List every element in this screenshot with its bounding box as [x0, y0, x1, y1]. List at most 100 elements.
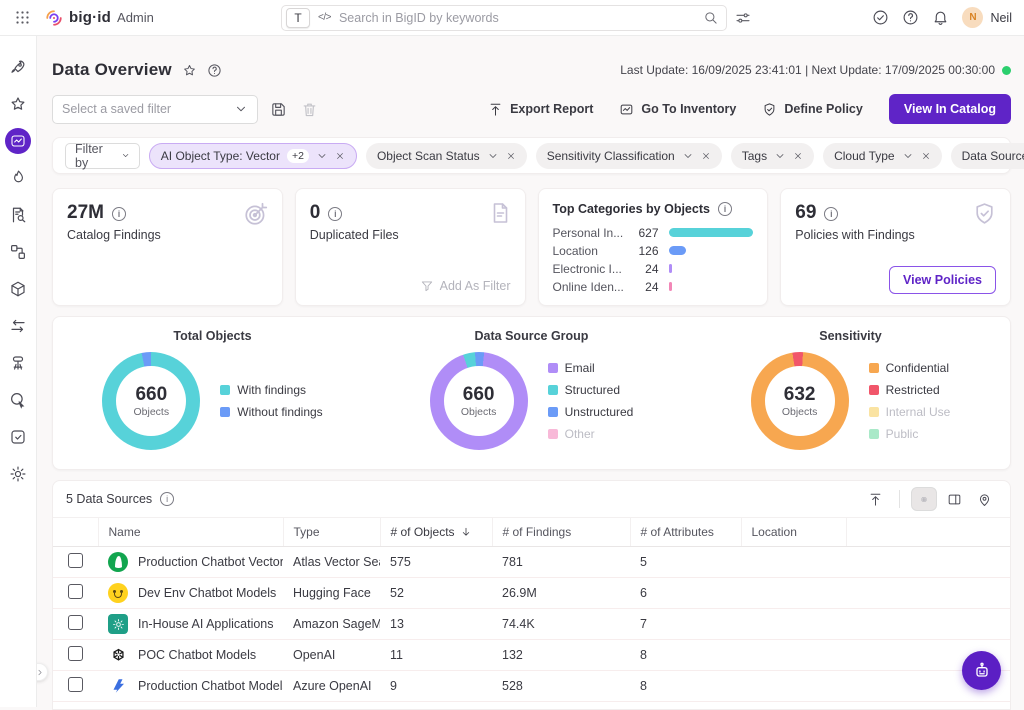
column-header-type[interactable]: Type [283, 518, 380, 547]
sidebar-item-data-overview[interactable] [3, 122, 33, 159]
notifications-bell-icon[interactable] [932, 9, 949, 26]
define-policy-button[interactable]: Define Policy [762, 102, 863, 117]
sidebar-item-getting-started[interactable] [3, 48, 33, 85]
user-name: Neil [990, 11, 1012, 25]
row-checkbox[interactable] [68, 553, 83, 568]
info-icon[interactable]: i [112, 207, 126, 221]
legend-item[interactable]: Confidential [869, 361, 951, 375]
legend-item[interactable]: Internal Use [869, 405, 951, 419]
left-sidebar [0, 36, 37, 707]
column-header-findings[interactable]: # of Findings [492, 518, 630, 547]
legend-item[interactable]: With findings [220, 383, 322, 397]
top-categories-card: Top Categories by Objects i Personal In.… [538, 188, 769, 306]
remove-chip-icon[interactable] [701, 151, 711, 161]
sidebar-item-classification[interactable] [3, 233, 33, 270]
remove-chip-icon[interactable] [793, 151, 803, 161]
row-checkbox[interactable] [68, 615, 83, 630]
ai-assistant-button[interactable] [962, 651, 1001, 690]
legend-item[interactable]: Other [548, 427, 634, 441]
info-icon[interactable]: i [328, 207, 342, 221]
column-header-attributes[interactable]: # of Attributes [630, 518, 741, 547]
split-view-toggle[interactable] [941, 487, 967, 511]
legend-item[interactable]: Structured [548, 383, 634, 397]
remove-chip-icon[interactable] [921, 151, 931, 161]
table-row[interactable]: POC Chatbot Models OpenAI 11 132 8 [53, 640, 1010, 671]
filter-chip-tags[interactable]: Tags [731, 143, 814, 169]
sidebar-item-catalog[interactable] [3, 196, 33, 233]
search-mode-text-toggle[interactable]: T [286, 8, 310, 28]
sidebar-item-settings[interactable] [3, 455, 33, 492]
legend-item[interactable]: Email [548, 361, 634, 375]
table-row[interactable]: Production Chatbot Models Azure OpenAI 9… [53, 671, 1010, 702]
table-row[interactable]: In-House AI Applications Amazon SageMak.… [53, 609, 1010, 640]
sidebar-item-risk[interactable] [3, 159, 33, 196]
filter-chip-ai-object-type[interactable]: AI Object Type: Vector +2 [149, 143, 357, 169]
filter-chip-object-scan-status[interactable]: Object Scan Status [366, 143, 527, 169]
export-report-button[interactable]: Export Report [488, 102, 593, 117]
last-update-status: Last Update: 16/09/2025 23:41:01 | Next … [620, 63, 1011, 77]
chevron-down-icon[interactable] [902, 150, 914, 162]
filter-by-dropdown[interactable]: Filter by [65, 143, 140, 169]
sidebar-item-data-flows[interactable] [3, 307, 33, 344]
sort-desc-icon[interactable] [460, 526, 472, 538]
column-header-objects[interactable]: # of Objects [380, 518, 492, 547]
legend-item[interactable]: Public [869, 427, 951, 441]
table-view-toggle[interactable] [911, 487, 937, 511]
sidebar-item-data-sources[interactable] [3, 344, 33, 381]
app-launcher-icon[interactable] [14, 9, 31, 26]
column-header-name[interactable]: Name [98, 518, 283, 547]
legend-item[interactable]: Restricted [869, 383, 951, 397]
chevron-down-icon[interactable] [682, 150, 694, 162]
help-icon[interactable] [902, 9, 919, 26]
filter-chip-data-source-type[interactable]: Data Source Type [951, 143, 1024, 169]
view-in-catalog-button[interactable]: View In Catalog [889, 94, 1011, 124]
sidebar-item-actionable-insights[interactable] [3, 381, 33, 418]
search-icon[interactable] [703, 10, 718, 25]
advanced-filters-icon[interactable] [735, 10, 751, 26]
search-input[interactable] [339, 11, 697, 25]
total-objects-donut[interactable]: 660 Objects [102, 352, 200, 450]
save-filter-icon[interactable] [268, 99, 289, 120]
chevron-down-icon[interactable] [487, 150, 499, 162]
info-icon[interactable]: i [718, 202, 732, 216]
info-icon[interactable]: i [160, 492, 174, 506]
catalog-findings-value: 27M [67, 202, 104, 224]
chart-legend: Email Structured Unstructured Other [548, 361, 634, 441]
sidebar-item-tasks[interactable] [3, 418, 33, 455]
row-checkbox[interactable] [68, 677, 83, 692]
legend-item[interactable]: Unstructured [548, 405, 634, 419]
sidebar-item-favorites[interactable] [3, 85, 33, 122]
view-policies-button[interactable]: View Policies [889, 266, 996, 294]
map-view-toggle[interactable] [971, 487, 997, 511]
delete-filter-icon[interactable] [299, 99, 320, 120]
row-checkbox[interactable] [68, 646, 83, 661]
status-check-icon[interactable] [872, 9, 889, 26]
remove-chip-icon[interactable] [335, 151, 345, 161]
chevron-down-icon[interactable] [774, 150, 786, 162]
favorite-star-icon[interactable] [182, 63, 197, 78]
saved-filter-select[interactable]: Select a saved filter [52, 95, 258, 124]
data-source-group-donut[interactable]: 660 Objects [430, 352, 528, 450]
sidebar-item-data-objects[interactable] [3, 270, 33, 307]
user-avatar[interactable]: N [962, 7, 983, 28]
chevron-down-icon [234, 102, 248, 116]
remove-chip-icon[interactable] [506, 151, 516, 161]
divider [899, 490, 900, 508]
table-row[interactable]: Dev Env Chatbot Models Hugging Face 52 2… [53, 578, 1010, 609]
column-header-location[interactable]: Location [741, 518, 846, 547]
go-to-inventory-button[interactable]: Go To Inventory [619, 102, 736, 117]
sensitivity-donut[interactable]: 632 Objects [751, 352, 849, 450]
table-row[interactable]: Production Chatbot VectorDB Atlas Vector… [53, 547, 1010, 578]
category-bar [669, 228, 754, 237]
filter-chip-sensitivity-classification[interactable]: Sensitivity Classification [536, 143, 722, 169]
info-icon[interactable]: i [824, 207, 838, 221]
add-as-filter-button[interactable]: Add As Filter [420, 279, 511, 293]
filter-chip-cloud-type[interactable]: Cloud Type [823, 143, 942, 169]
global-search[interactable]: T </> [281, 5, 727, 31]
page-help-icon[interactable] [207, 63, 222, 78]
chevron-down-icon[interactable] [316, 150, 328, 162]
table-export-icon[interactable] [862, 487, 888, 511]
row-checkbox[interactable] [68, 584, 83, 599]
legend-item[interactable]: Without findings [220, 405, 322, 419]
search-mode-code-toggle[interactable]: </> [316, 12, 333, 23]
